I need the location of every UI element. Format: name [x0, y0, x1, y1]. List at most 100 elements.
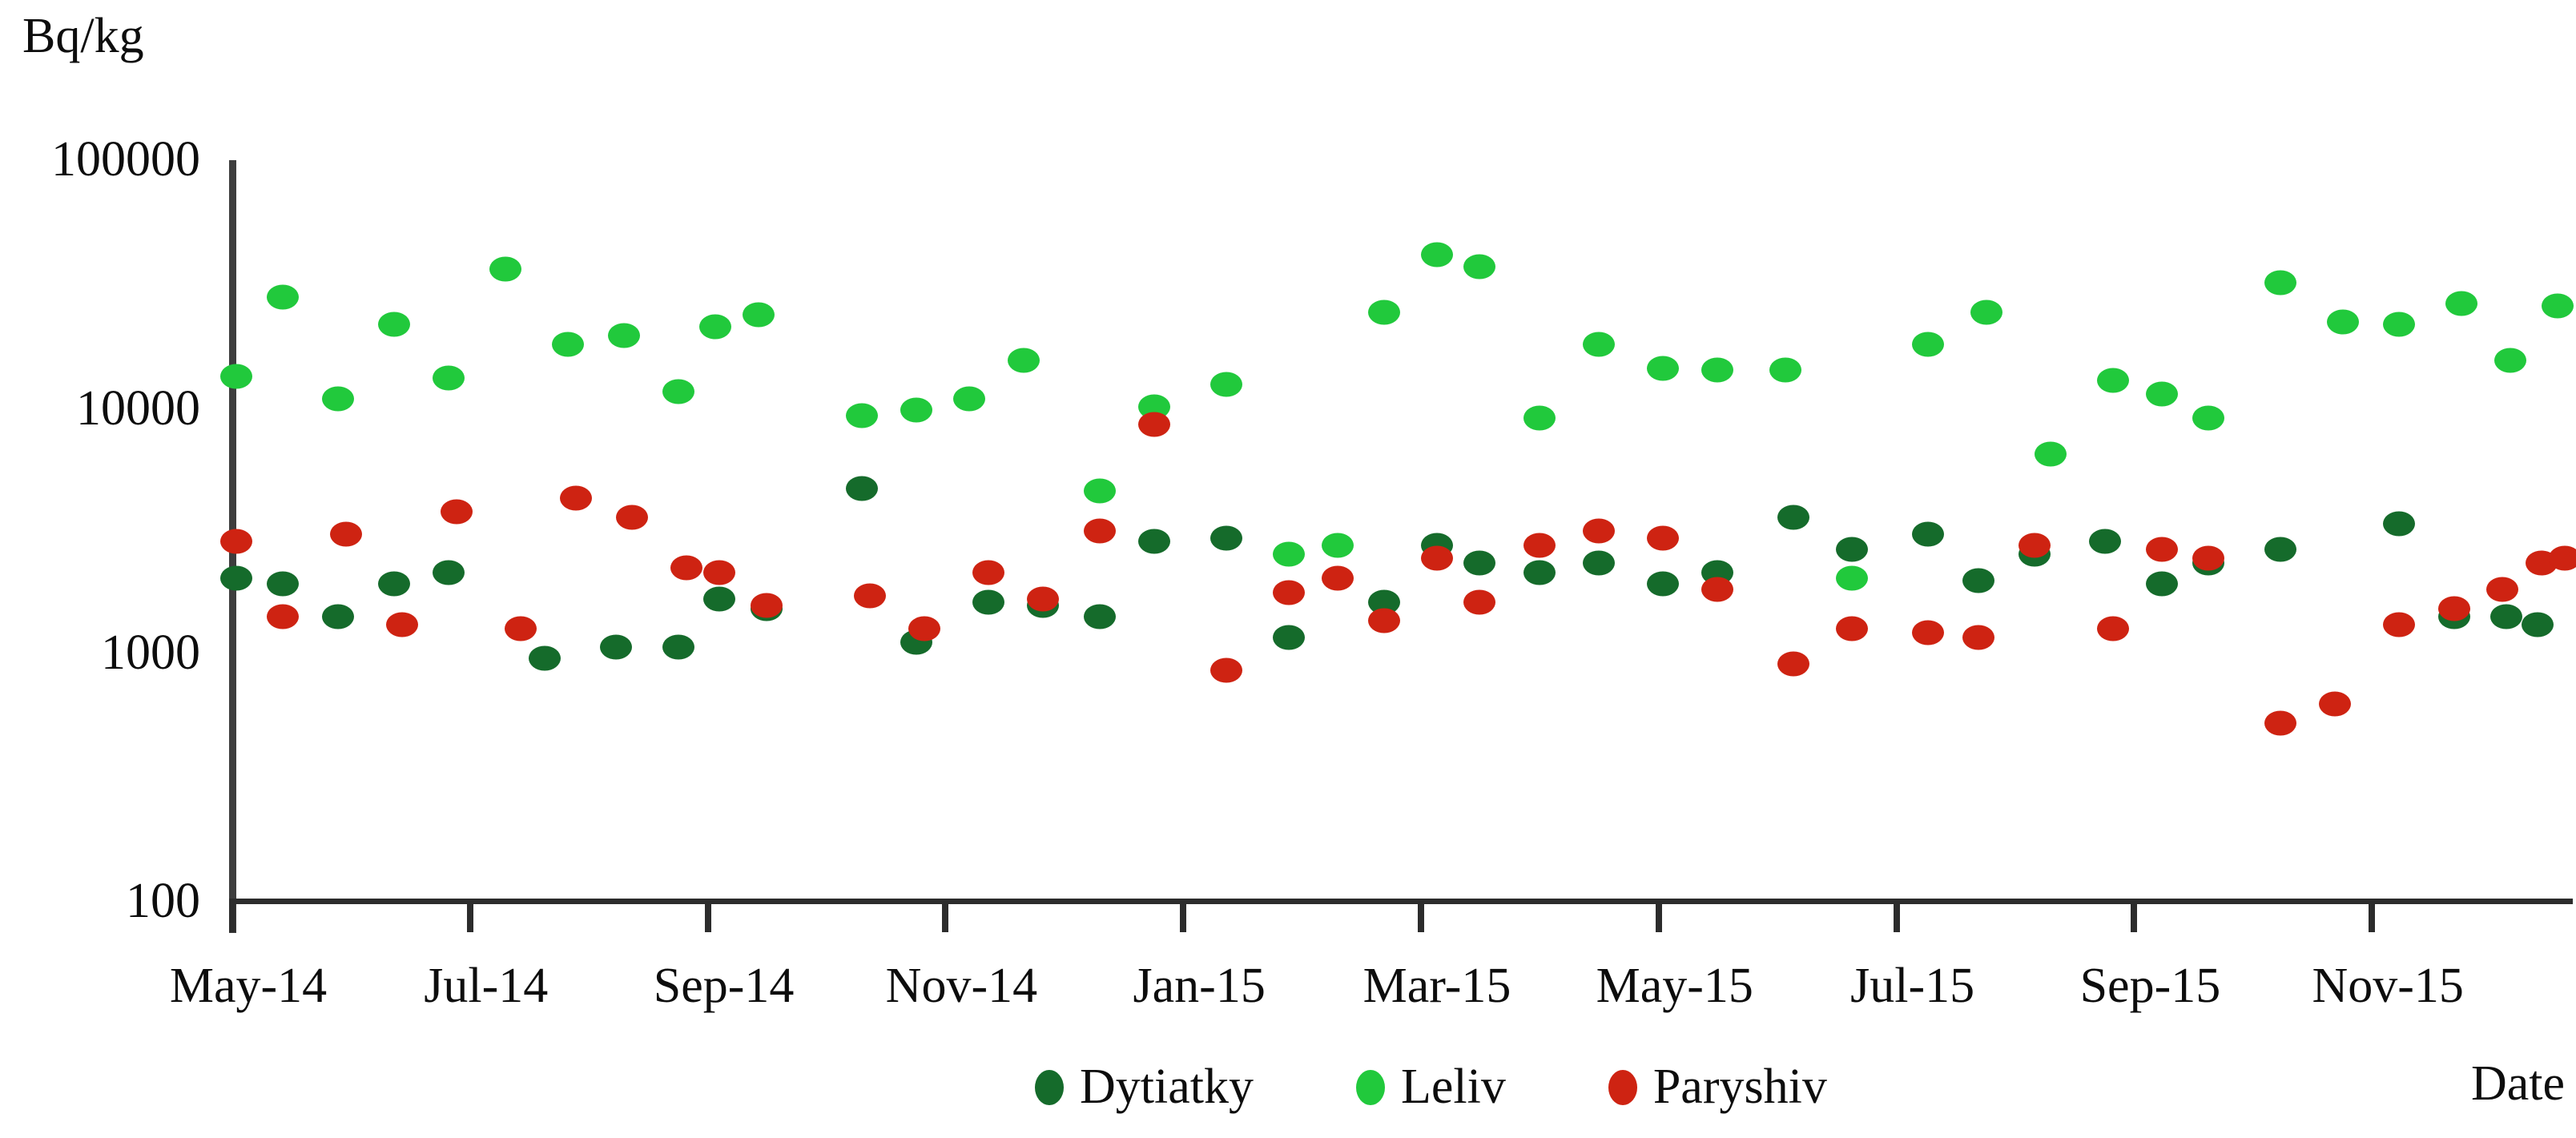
data-point-paryshiv	[2549, 545, 2576, 571]
data-point-paryshiv	[703, 560, 736, 585]
data-point-dytiatky	[845, 476, 878, 501]
data-point-paryshiv	[670, 555, 703, 581]
data-point-paryshiv	[1835, 616, 1868, 641]
data-point-leliv	[2097, 368, 2130, 393]
data-point-dytiatky	[1083, 604, 1116, 629]
data-point-leliv	[267, 284, 300, 310]
data-point-paryshiv	[1138, 412, 1171, 437]
data-point-leliv	[2445, 291, 2478, 316]
data-point-paryshiv	[2383, 612, 2416, 637]
data-point-dytiatky	[1523, 560, 1556, 585]
data-point-dytiatky	[1777, 505, 1809, 530]
data-point-paryshiv	[1420, 545, 1453, 571]
y-axis-title: Bq/kg	[22, 9, 144, 63]
data-point-paryshiv	[2437, 596, 2470, 621]
x-tick-mark	[2131, 902, 2138, 932]
data-point-dytiatky	[1463, 550, 1496, 576]
data-point-dytiatky	[703, 586, 736, 612]
data-point-paryshiv	[2192, 545, 2225, 571]
x-tick-label: May-15	[1596, 959, 1753, 1013]
data-point-paryshiv	[441, 499, 473, 525]
x-tick-mark	[229, 902, 235, 932]
chart-legend: Dytiatky Leliv Paryshiv	[1035, 1059, 1827, 1116]
legend-item-paryshiv: Paryshiv	[1608, 1059, 1827, 1116]
y-tick-label-1000: 1000	[101, 625, 200, 680]
data-point-leliv	[1582, 332, 1615, 357]
data-point-leliv	[608, 323, 641, 348]
data-point-leliv	[1463, 254, 1496, 279]
x-tick-label: Nov-15	[2312, 959, 2464, 1013]
data-point-paryshiv	[329, 521, 362, 547]
data-point-dytiatky	[267, 571, 300, 597]
data-point-leliv	[1210, 372, 1242, 397]
data-point-paryshiv	[1210, 657, 1242, 683]
data-point-leliv	[1970, 300, 2002, 325]
legend-item-leliv: Leliv	[1355, 1059, 1506, 1116]
data-point-paryshiv	[1463, 589, 1496, 615]
x-tick-mark	[1893, 902, 1900, 932]
legend-marker-leliv-icon	[1355, 1069, 1385, 1105]
x-tick-mark	[2369, 902, 2376, 932]
x-axis-line	[229, 899, 2573, 904]
data-point-paryshiv	[2019, 533, 2051, 558]
data-point-paryshiv	[853, 583, 886, 609]
data-point-leliv	[1523, 405, 1556, 431]
x-tick-label: May-14	[169, 959, 328, 1013]
x-tick-label: Mar-15	[1362, 959, 1511, 1013]
data-point-paryshiv	[1321, 565, 1354, 591]
data-point-paryshiv	[1911, 620, 1944, 645]
data-point-dytiatky	[321, 604, 354, 629]
data-point-leliv	[551, 332, 584, 357]
data-point-paryshiv	[1523, 533, 1556, 558]
data-point-leliv	[219, 364, 252, 389]
x-tick-label: Sep-14	[653, 959, 795, 1013]
data-point-leliv	[2327, 309, 2360, 335]
x-tick-label: Jul-15	[1850, 959, 1975, 1013]
x-tick-mark	[704, 902, 711, 932]
data-point-paryshiv	[1273, 580, 1305, 605]
x-tick-mark	[942, 902, 949, 932]
data-point-dytiatky	[2264, 537, 2296, 562]
data-point-paryshiv	[559, 485, 592, 511]
data-point-paryshiv	[2097, 616, 2130, 641]
data-point-leliv	[2541, 293, 2574, 319]
data-point-dytiatky	[528, 645, 561, 671]
data-point-leliv	[900, 397, 933, 423]
data-point-dytiatky	[1962, 568, 1995, 593]
data-point-leliv	[2494, 348, 2526, 373]
data-point-dytiatky	[378, 571, 411, 597]
data-point-leliv	[2145, 381, 2178, 407]
data-point-leliv	[1083, 478, 1116, 503]
data-point-dytiatky	[1273, 625, 1305, 650]
x-tick-label: Jul-14	[424, 959, 549, 1013]
data-point-paryshiv	[1582, 518, 1615, 544]
data-point-paryshiv	[267, 604, 300, 629]
data-point-leliv	[1769, 357, 1801, 383]
data-point-paryshiv	[1962, 625, 1995, 650]
data-point-leliv	[2264, 270, 2296, 296]
data-point-leliv	[1835, 565, 1868, 591]
data-point-leliv	[2192, 405, 2225, 431]
data-point-dytiatky	[662, 634, 695, 660]
data-point-leliv	[321, 386, 354, 412]
data-point-leliv	[662, 379, 695, 404]
data-point-leliv	[489, 256, 521, 282]
data-point-paryshiv	[615, 505, 648, 530]
data-point-paryshiv	[750, 593, 783, 618]
data-point-paryshiv	[505, 616, 537, 641]
y-tick-label-100: 100	[126, 874, 200, 928]
data-point-paryshiv	[1027, 586, 1060, 612]
data-point-paryshiv	[1646, 525, 1679, 551]
data-point-leliv	[433, 365, 465, 391]
data-point-leliv	[952, 386, 985, 412]
data-point-leliv	[1321, 533, 1354, 558]
x-tick-label: Nov-14	[885, 959, 1038, 1013]
data-point-leliv	[2383, 312, 2416, 337]
x-axis-title: Date	[2470, 1056, 2565, 1111]
data-point-dytiatky	[1911, 521, 1944, 547]
legend-marker-dytiatky-icon	[1035, 1069, 1064, 1105]
data-point-leliv	[378, 312, 411, 337]
data-point-leliv	[1646, 356, 1679, 381]
data-point-dytiatky	[1646, 571, 1679, 597]
